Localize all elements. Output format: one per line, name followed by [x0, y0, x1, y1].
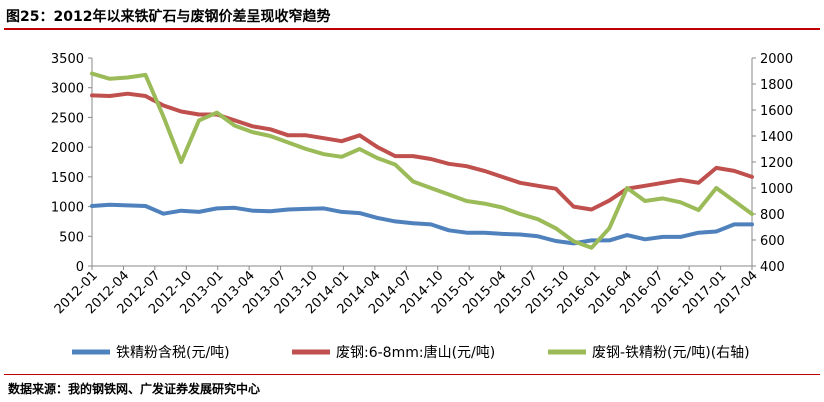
left-tick-label: 1000	[51, 201, 84, 216]
right-tick-label: 600	[760, 234, 785, 249]
legend-label-iron_ore: 铁精粉含税(元/吨)	[116, 345, 230, 361]
left-tick-label: 0	[76, 260, 84, 275]
x-axis: 2012-012012-042012-072012-102013-012013-…	[52, 266, 761, 317]
series-group	[90, 71, 754, 250]
series-line-spread	[90, 71, 754, 250]
line-chart: 0 500 1000 1500 2000 2500 3000 3500 400 600 800 10…	[51, 52, 793, 361]
legend-label-spread: 废钢-铁精粉(元/吨)(右轴)	[592, 345, 750, 361]
right-tick-label: 1200	[760, 156, 793, 171]
left-tick-label: 2500	[51, 111, 84, 126]
left-tick-label: 3000	[51, 82, 84, 97]
right-tick-label: 2000	[760, 52, 793, 67]
legend: 铁精粉含税(元/吨) 废钢:6-8mm:唐山(元/吨) 废钢-铁精粉(元/吨)(右轴…	[72, 344, 750, 361]
right-tick-label: 400	[760, 260, 785, 275]
right-tick-label: 800	[760, 208, 785, 223]
right-tick-label: 1400	[760, 130, 793, 145]
left-axis: 0 500 1000 1500 2000 2500 3000 3500	[51, 52, 92, 275]
series-line-iron_ore	[90, 202, 754, 246]
left-tick-label: 500	[59, 230, 84, 245]
left-tick-label: 3500	[51, 52, 84, 67]
plot-area	[91, 58, 753, 267]
title-divider	[4, 28, 820, 30]
legend-label-scrap: 废钢:6-8mm:唐山(元/吨)	[336, 344, 495, 361]
right-tick-label: 1600	[760, 104, 793, 119]
source-divider	[4, 374, 820, 375]
series-line-scrap	[90, 91, 754, 212]
right-tick-label: 1000	[760, 182, 793, 197]
right-axis: 400 600 800 1000 1200 1400 1600 1800 2000	[752, 52, 793, 275]
data-source: 数据来源：我的钢铁网、广发证券发展研究中心	[8, 382, 261, 396]
left-tick-label: 1500	[51, 171, 84, 186]
chart-title: 图25：2012年以来铁矿石与废钢价差呈现收窄趋势	[6, 9, 331, 25]
right-tick-label: 1800	[760, 78, 793, 93]
left-tick-label: 2000	[51, 141, 84, 156]
